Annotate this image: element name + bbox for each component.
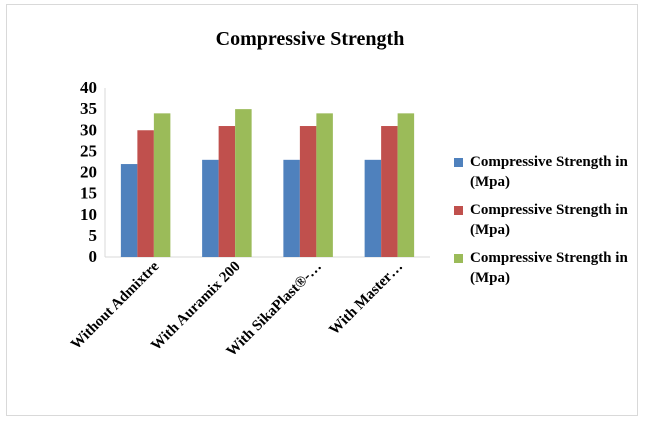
legend-item: Compressive Strength in (Mpa) xyxy=(454,248,639,288)
bar xyxy=(153,113,171,257)
legend-swatch xyxy=(454,254,463,263)
x-tick-label: With Master… xyxy=(326,259,406,339)
legend-swatch xyxy=(454,206,463,215)
bar xyxy=(397,113,415,257)
chart-title: Compressive Strength xyxy=(215,28,405,50)
bar xyxy=(381,126,398,258)
bar xyxy=(235,109,252,257)
y-tick-label: 15 xyxy=(80,184,97,203)
y-tick-label: 30 xyxy=(80,120,97,139)
bar xyxy=(283,159,300,257)
y-tick-label: 0 xyxy=(89,247,98,266)
bar xyxy=(218,126,236,258)
legend-item: Compressive Strength in (Mpa) xyxy=(454,152,639,192)
bar xyxy=(202,159,219,257)
legend-swatch xyxy=(454,158,463,167)
x-tick-label: With Auramix 200 xyxy=(148,259,243,354)
y-tick-label: 40 xyxy=(80,78,97,97)
bar xyxy=(120,164,138,257)
legend-label: Compressive Strength in (Mpa) xyxy=(470,250,628,286)
y-tick-label: 25 xyxy=(80,141,97,160)
legend: Compressive Strength in (Mpa) Compressiv… xyxy=(454,152,639,296)
legend-label: Compressive Strength in (Mpa) xyxy=(470,154,628,190)
bar xyxy=(137,130,154,257)
bar xyxy=(299,126,317,258)
bar xyxy=(316,113,333,257)
legend-item: Compressive Strength in (Mpa) xyxy=(454,200,639,240)
y-tick-label: 5 xyxy=(89,226,98,245)
y-tick-label: 10 xyxy=(80,205,97,224)
y-tick-label: 20 xyxy=(80,163,97,182)
legend-label: Compressive Strength in (Mpa) xyxy=(470,202,628,238)
x-tick-label: Without Admixtre xyxy=(68,258,163,353)
bar xyxy=(364,159,382,257)
y-tick-label: 35 xyxy=(80,99,97,118)
